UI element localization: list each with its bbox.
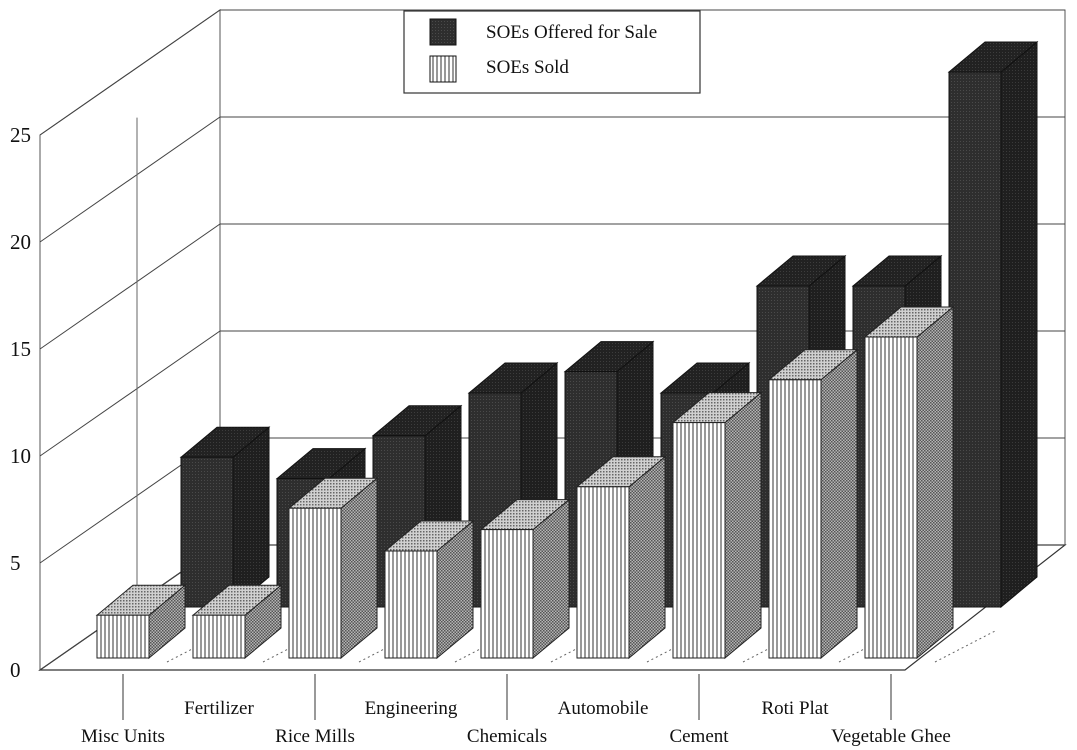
bar-sold-4-front bbox=[480, 529, 534, 659]
bar-sold-4 bbox=[479, 498, 571, 660]
bar-sold-1 bbox=[191, 584, 283, 660]
bar-sold-2-side bbox=[340, 477, 378, 660]
x-tick-label: Fertilizer bbox=[184, 698, 254, 719]
floor-divider bbox=[550, 629, 614, 663]
y-tick-label: 10 bbox=[10, 444, 31, 468]
x-tick-label: Chemicals bbox=[467, 726, 547, 747]
bar-sold-8-side bbox=[916, 305, 954, 660]
bar-sold-5-side bbox=[628, 455, 666, 660]
gridline bbox=[39, 223, 1065, 350]
bar-sold-6 bbox=[671, 391, 763, 660]
floor-divider bbox=[358, 629, 422, 663]
y-tick-label: 0 bbox=[10, 658, 21, 682]
x-tick-label: Automobile bbox=[558, 698, 649, 719]
bars-group bbox=[95, 40, 1039, 660]
y-tick-label: 25 bbox=[10, 123, 31, 147]
tick-labels-group: 0 5 10 15 20 25 Misc Units Fertilizer Rice Mills… bbox=[10, 123, 951, 747]
bar-sold-7-front bbox=[768, 379, 822, 659]
floor-divider bbox=[838, 629, 902, 663]
legend: SOEs Offered for Sale SOEs Sold bbox=[403, 10, 701, 94]
floor-divider bbox=[166, 629, 230, 663]
floor-divider bbox=[934, 629, 998, 663]
floor-divider bbox=[646, 629, 710, 663]
bar-sold-2 bbox=[287, 477, 379, 660]
x-tick-label: Vegetable Ghee bbox=[831, 726, 951, 747]
bar-sold-7 bbox=[767, 348, 859, 660]
bar-offered-0 bbox=[179, 426, 271, 609]
bar-sold-8 bbox=[863, 305, 955, 660]
bar-sold-0-front bbox=[96, 614, 150, 659]
x-tick-label: Roti Plat bbox=[761, 698, 829, 719]
bar-offered-8 bbox=[947, 40, 1039, 609]
bar-sold-6-side bbox=[724, 391, 762, 660]
x-tick-label: Cement bbox=[669, 726, 729, 747]
y-tick-label: 20 bbox=[10, 230, 31, 254]
bar-offered-0-side bbox=[232, 426, 270, 609]
bar-sold-7-side bbox=[820, 348, 858, 660]
gridline bbox=[39, 116, 1065, 243]
bar-offered-8-side bbox=[1000, 40, 1038, 609]
legend-swatch-sold bbox=[429, 55, 457, 83]
bar-sold-5 bbox=[575, 455, 667, 660]
bar-sold-0 bbox=[95, 584, 187, 660]
bar-sold-3 bbox=[383, 519, 475, 660]
legend-swatch-offered bbox=[429, 18, 457, 46]
floor-divider bbox=[262, 629, 326, 663]
bar-sold-2-front bbox=[288, 507, 342, 659]
bar-sold-5-front bbox=[576, 486, 630, 659]
x-tick-label: Engineering bbox=[365, 698, 458, 719]
bar-sold-8-front bbox=[864, 336, 918, 659]
bar-sold-1-front bbox=[192, 614, 246, 659]
x-tick-label: Rice Mills bbox=[275, 726, 355, 747]
gridline bbox=[39, 9, 1065, 136]
bar-offered-0-front bbox=[180, 456, 234, 608]
y-tick-label: 15 bbox=[10, 337, 31, 361]
floor-divider bbox=[742, 629, 806, 663]
bar-offered-8-front bbox=[948, 71, 1002, 608]
legend-label-sold: SOEs Sold bbox=[486, 57, 569, 78]
y-tick-label: 5 bbox=[10, 551, 21, 575]
floor-divider bbox=[454, 629, 518, 663]
legend-label-offered: SOEs Offered for Sale bbox=[486, 22, 657, 43]
bar-sold-3-front bbox=[384, 550, 438, 659]
x-tick-label: Misc Units bbox=[81, 726, 165, 747]
bar-sold-6-front bbox=[672, 422, 726, 659]
